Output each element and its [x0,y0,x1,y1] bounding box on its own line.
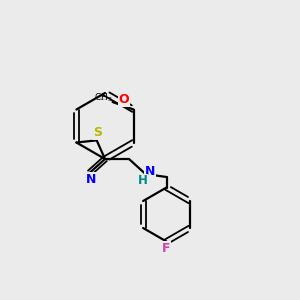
Text: N: N [145,165,155,178]
Text: methoxy: methoxy [101,99,107,100]
Text: F: F [162,242,171,255]
Text: S: S [93,126,102,140]
Text: O: O [119,93,129,106]
Text: CH$_3$: CH$_3$ [94,91,112,104]
Text: H: H [138,174,147,187]
Text: N: N [86,173,97,186]
